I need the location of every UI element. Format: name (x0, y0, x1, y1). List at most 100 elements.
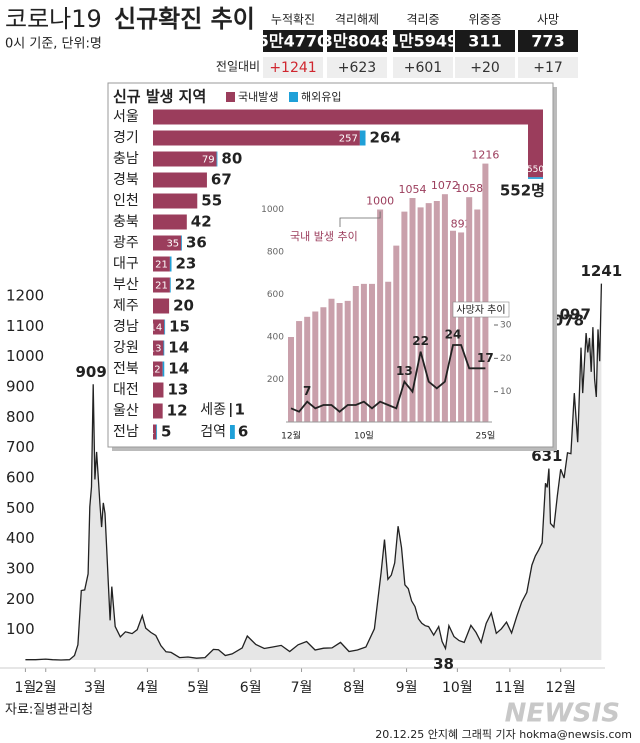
bar-domestic (153, 151, 217, 167)
bar-domestic (153, 256, 170, 272)
source: 자료:질병관리청 (5, 703, 93, 718)
credit: 20.12.25 안지혜 그래픽 기자 hokma@newsis.com (375, 728, 632, 741)
y-tick-label: 200 (6, 590, 35, 608)
category-label: 강원 (113, 340, 139, 356)
inner-label: 13 (149, 344, 162, 355)
bar-domestic (153, 109, 543, 178)
stats: 누적확진 5만4770 +1241 격리해제 3만8048 +623 격리중 1만5949 +6… (258, 13, 578, 78)
total-label: 264 (370, 129, 401, 147)
bar (377, 209, 384, 422)
total-label: 55 (201, 192, 222, 210)
bar-label: 1058 (455, 182, 483, 195)
bar (433, 201, 440, 422)
inner-label: 21 (155, 260, 168, 271)
bar-label: 1054 (399, 183, 427, 196)
x-tick-label: 10일 (354, 431, 374, 442)
bar (328, 298, 335, 422)
category-label: 경북 (113, 172, 139, 188)
stat-change: +17 (533, 60, 563, 76)
bar (401, 211, 408, 422)
category-label: 경기 (113, 130, 139, 146)
change-box (518, 57, 578, 78)
stat-box (327, 30, 387, 52)
category-label: 광주 (113, 235, 139, 251)
x-tick-label: 4월 (136, 680, 158, 696)
area (25, 283, 602, 660)
category-label: 전북 (113, 361, 139, 377)
x-tick-label: 12월 (281, 430, 301, 442)
y-tick-label: 600 (6, 469, 35, 487)
y2-tick-label: 10 (500, 387, 512, 397)
y-tick-label: 100 (6, 620, 35, 638)
data-label: 909 (76, 363, 107, 381)
inner-label: 4 (148, 428, 154, 439)
bar-overseas (359, 130, 366, 146)
total-label: 67 (211, 171, 232, 189)
leader (339, 211, 381, 227)
extra-bar (230, 425, 235, 439)
y-tick-label: 200 (267, 375, 284, 385)
stat-change: +20 (470, 60, 500, 76)
stat-change: +623 (338, 60, 376, 76)
y-tick-label: 800 (267, 248, 284, 258)
inner-label: 35 (166, 239, 179, 250)
stat-value: 773 (531, 32, 564, 51)
stat-header: 위중증 (468, 13, 501, 27)
title: 신규확진 추이 (114, 5, 255, 33)
inner-label: 79 (202, 155, 215, 166)
bar (352, 286, 359, 422)
bar-label: 1072 (431, 179, 459, 192)
y-tick-label: 400 (267, 333, 284, 343)
stat-box (263, 30, 323, 52)
total-label: 23 (176, 255, 197, 273)
total-label: 22 (175, 276, 196, 294)
total-label: 42 (191, 213, 212, 231)
change-box (263, 57, 323, 78)
data-label: 38 (433, 655, 454, 673)
inner-label: 550 (527, 165, 544, 175)
bar (425, 203, 432, 422)
inset-title: 신규 발생 지역 (113, 88, 206, 106)
bar-domestic (153, 424, 157, 440)
bar-label: 1216 (471, 149, 499, 162)
bar-overseas (162, 361, 165, 377)
category-label: 대전 (113, 382, 139, 398)
stat-value: 311 (468, 32, 501, 51)
bar-domestic (153, 214, 187, 230)
bar (304, 316, 311, 422)
x-tick-label: 3월 (84, 680, 106, 696)
x-tick-label: 5월 (187, 680, 209, 696)
stat-header: 사망 (537, 13, 559, 27)
bar-domestic (153, 130, 360, 146)
stat-header: 격리중 (406, 13, 439, 27)
bar (409, 198, 416, 422)
extra-value: 6 (238, 423, 248, 441)
category-label: 경남 (113, 319, 139, 335)
death-label: 7 (303, 384, 311, 398)
y-tick-label: 400 (6, 529, 35, 547)
total-label: 12 (167, 402, 188, 420)
bar-overseas (169, 256, 172, 272)
legend-label: 해외유입 (301, 90, 341, 104)
bar (360, 283, 367, 422)
bar (344, 300, 351, 422)
stat-value: 1만5949 (388, 32, 458, 51)
y-tick-label: 600 (267, 290, 284, 300)
bar (458, 232, 465, 422)
death-label: 24 (445, 328, 462, 342)
bar-overseas (164, 319, 166, 335)
subtitle: 0시 기준, 단위:명 (5, 37, 102, 52)
bar (417, 207, 424, 422)
stat-box (518, 30, 578, 52)
death-label: 22 (412, 334, 429, 348)
stat-box (393, 30, 453, 52)
death-line (290, 344, 486, 413)
x-tick-label: 9월 (396, 680, 418, 696)
change-box (393, 57, 453, 78)
bar-domestic (153, 298, 170, 314)
total-label: 5 (161, 423, 171, 441)
bar (385, 281, 392, 422)
legend-label: 국내발생 (238, 91, 278, 104)
